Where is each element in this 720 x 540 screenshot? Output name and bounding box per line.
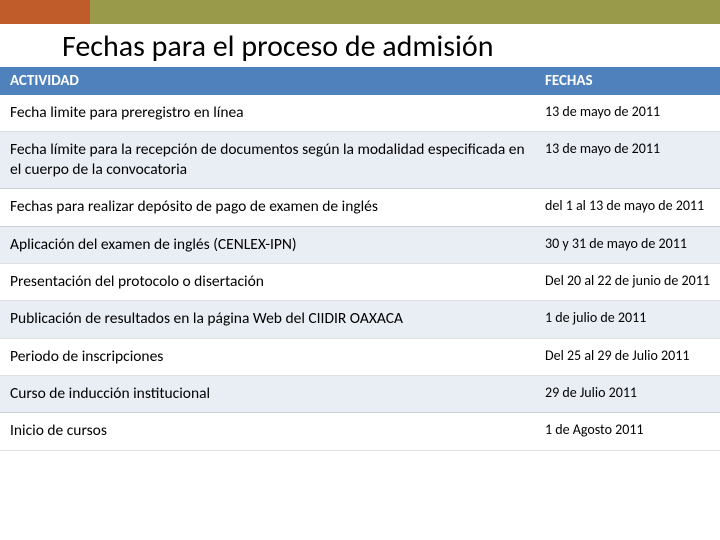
date-cell: del 1 al 13 de mayo de 2011 [535, 189, 720, 226]
activity-cell: Periodo de inscripciones [0, 338, 535, 375]
date-cell: Del 25 al 29 de Julio 2011 [535, 338, 720, 375]
table-row: Periodo de inscripcionesDel 25 al 29 de … [0, 338, 720, 375]
column-header-activity: ACTIVIDAD [0, 67, 535, 95]
table-row: Fecha límite para la recepción de docume… [0, 132, 720, 189]
activity-cell: Fecha limite para preregistro en línea [0, 95, 535, 132]
date-cell: 30 y 31 de mayo de 2011 [535, 226, 720, 263]
table-row: Curso de inducción institucional29 de Ju… [0, 376, 720, 413]
activity-cell: Inicio de cursos [0, 413, 535, 450]
activity-cell: Curso de inducción institucional [0, 376, 535, 413]
activity-cell: Fecha límite para la recepción de docume… [0, 132, 535, 189]
table-row: Inicio de cursos1 de Agosto 2011 [0, 413, 720, 450]
page-title: Fechas para el proceso de admisión [62, 28, 720, 65]
column-header-dates: FECHAS [535, 67, 720, 95]
title-wrap: Fechas para el proceso de admisión [0, 24, 720, 67]
table-row: Publicación de resultados en la página W… [0, 301, 720, 338]
top-accent-block [0, 0, 90, 24]
activity-cell: Fechas para realizar depósito de pago de… [0, 189, 535, 226]
date-cell: 1 de julio de 2011 [535, 301, 720, 338]
table-row: Fechas para realizar depósito de pago de… [0, 189, 720, 226]
activity-cell: Publicación de resultados en la página W… [0, 301, 535, 338]
table-row: Aplicación del examen de inglés (CENLEX-… [0, 226, 720, 263]
admission-dates-table: ACTIVIDADFECHASFecha limite para preregi… [0, 67, 720, 451]
date-cell: 1 de Agosto 2011 [535, 413, 720, 450]
table-row: Presentación del protocolo o disertación… [0, 263, 720, 300]
date-cell: 29 de Julio 2011 [535, 376, 720, 413]
activity-cell: Aplicación del examen de inglés (CENLEX-… [0, 226, 535, 263]
top-bar [0, 0, 720, 24]
top-main-block [90, 0, 720, 24]
table-header-row: ACTIVIDADFECHAS [0, 67, 720, 95]
activity-cell: Presentación del protocolo o disertación [0, 263, 535, 300]
date-cell: 13 de mayo de 2011 [535, 95, 720, 132]
table-row: Fecha limite para preregistro en línea13… [0, 95, 720, 132]
date-cell: 13 de mayo de 2011 [535, 132, 720, 189]
date-cell: Del 20 al 22 de junio de 2011 [535, 263, 720, 300]
